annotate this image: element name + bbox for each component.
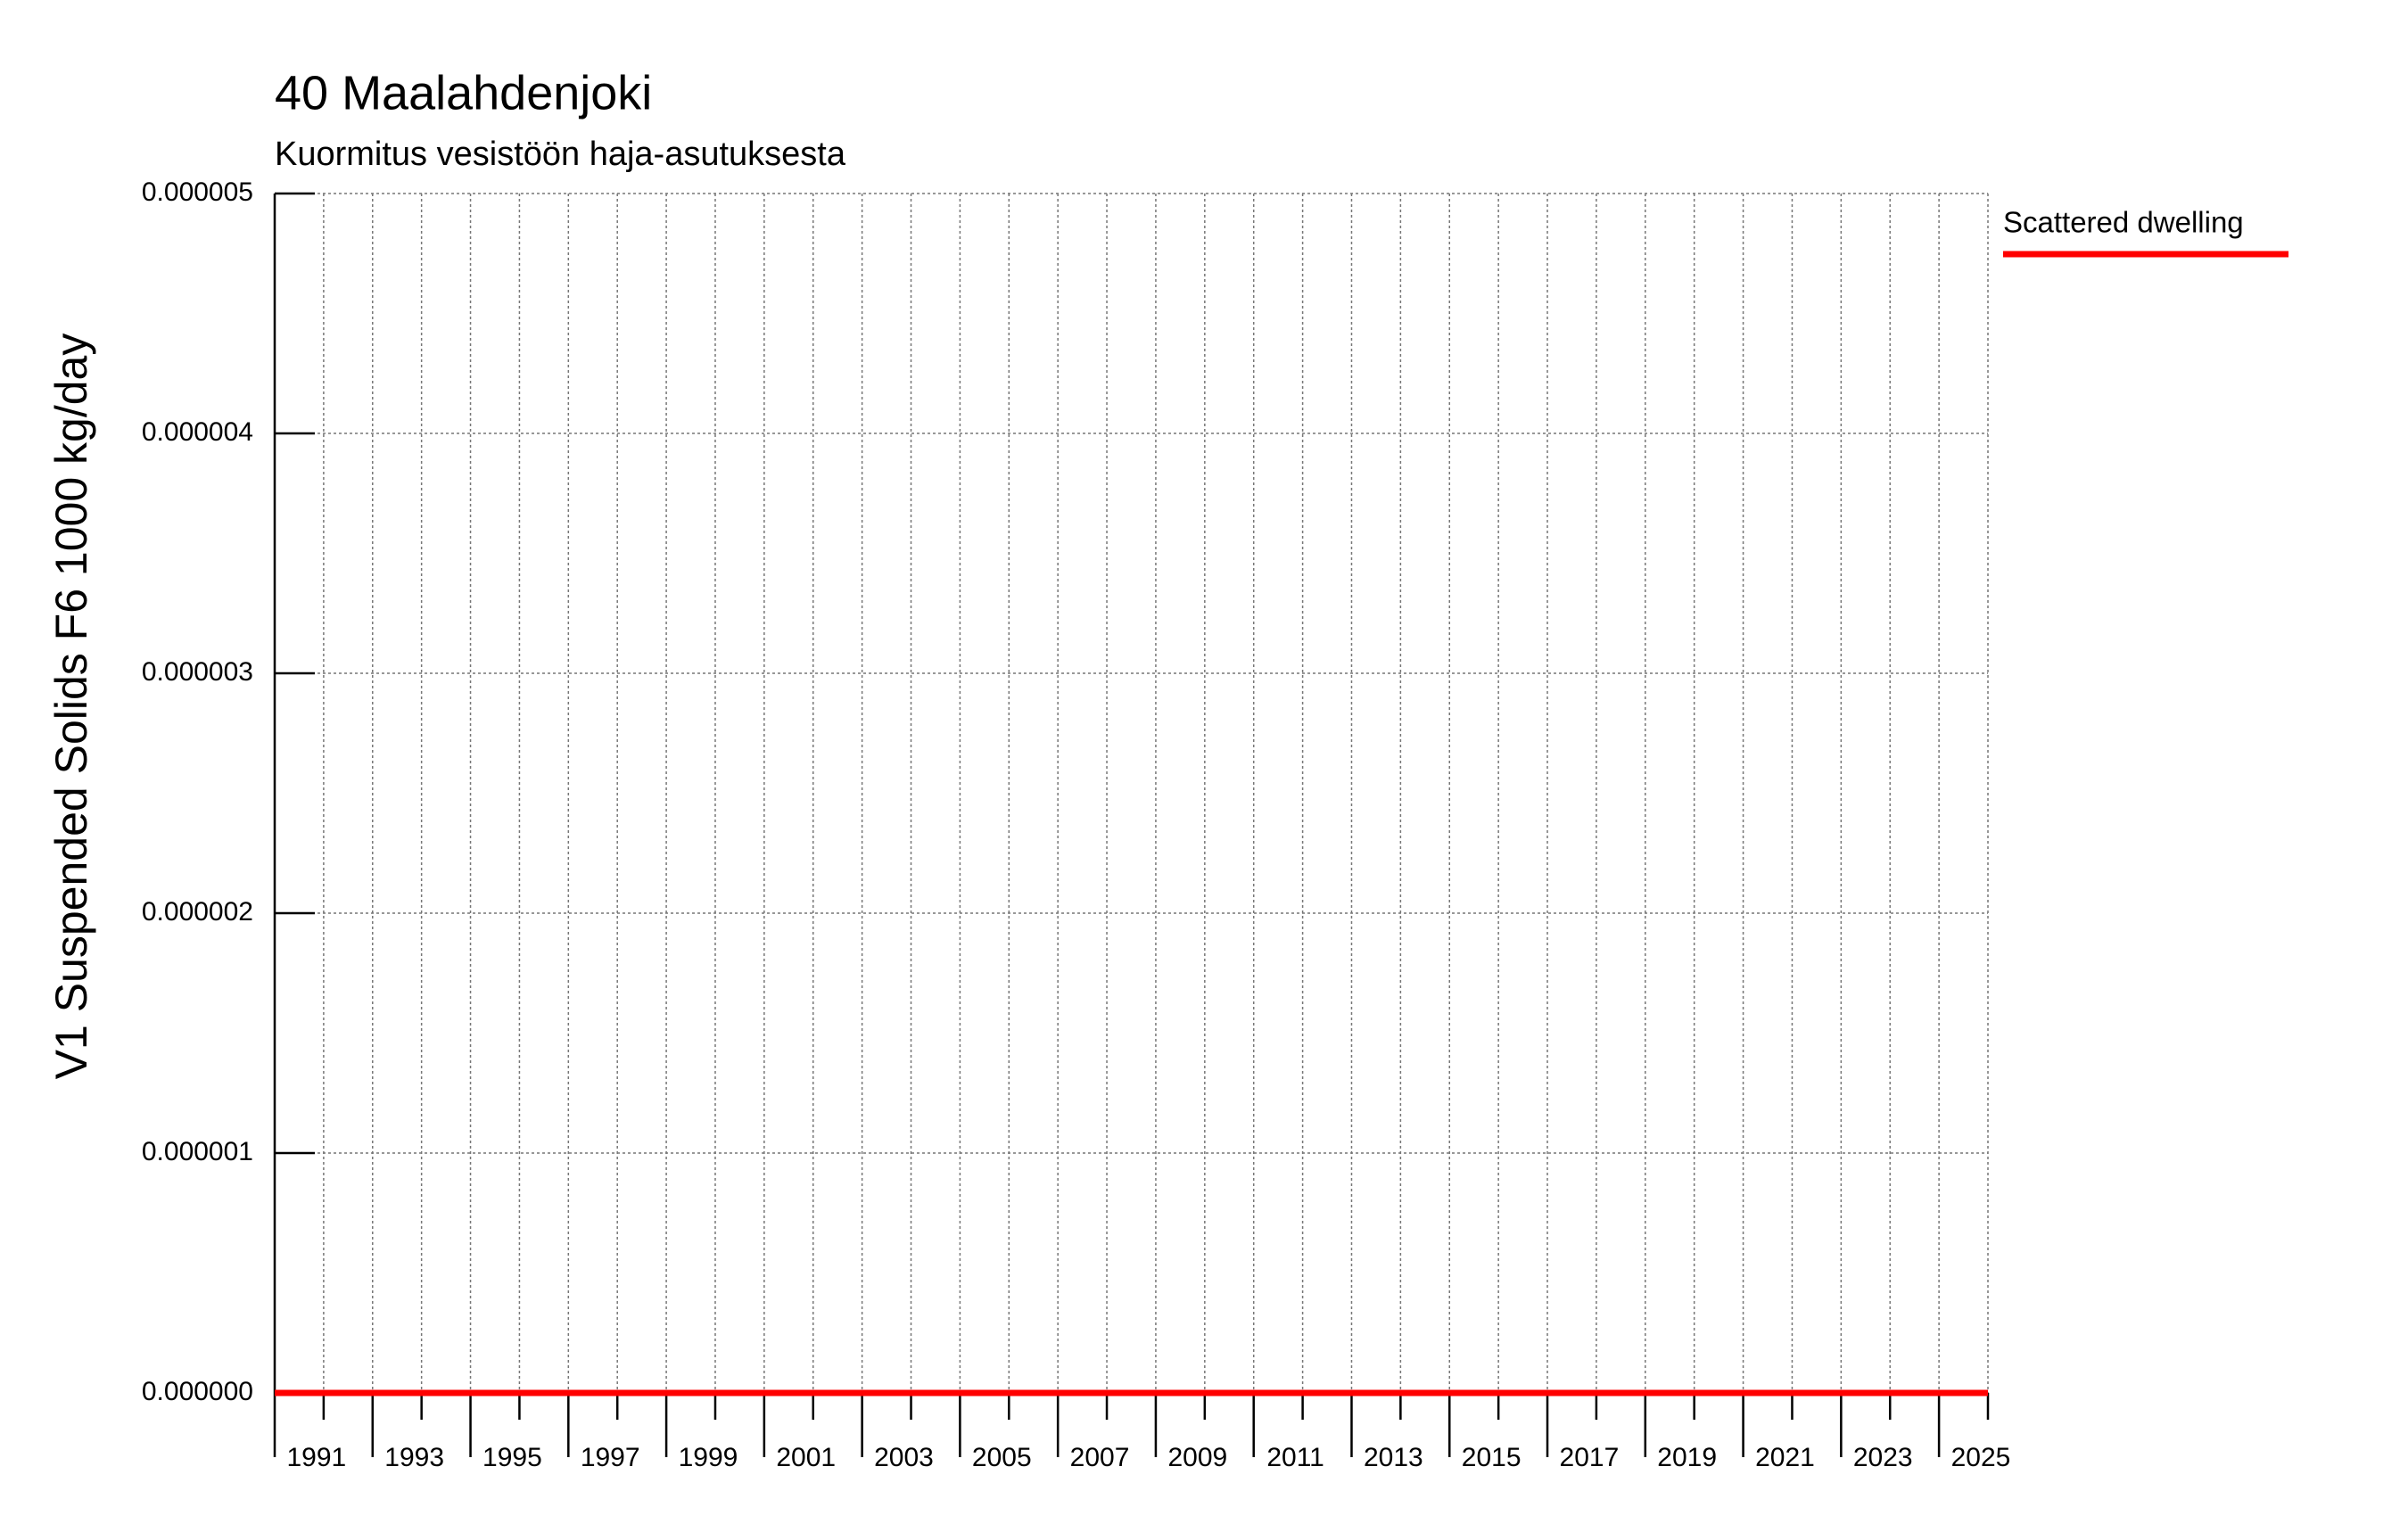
- x-tick-label: 2011: [1266, 1443, 1324, 1472]
- x-tick-label: 2009: [1167, 1443, 1227, 1472]
- legend-label: Scattered dwelling: [2003, 206, 2244, 239]
- x-tick-label: 2013: [1364, 1443, 1423, 1472]
- x-tick-label: 2001: [776, 1443, 836, 1472]
- x-tick-label: 2005: [972, 1443, 1032, 1472]
- x-tick-label: 2007: [1070, 1443, 1130, 1472]
- x-tick-label: 1995: [482, 1443, 542, 1472]
- y-tick-label: 0.000005: [142, 177, 253, 207]
- y-tick-label: 0.000003: [142, 657, 253, 687]
- y-tick-label: 0.000000: [142, 1377, 253, 1406]
- y-axis-label: V1 Suspended Solids F6 1000 kg/day: [46, 334, 96, 1080]
- x-tick-label: 1999: [679, 1443, 738, 1472]
- y-tick-label: 0.000001: [142, 1137, 253, 1166]
- x-tick-label: 2017: [1560, 1443, 1620, 1472]
- x-tick-label: 2019: [1657, 1443, 1717, 1472]
- x-tick-label: 2003: [874, 1443, 934, 1472]
- x-tick-label: 2015: [1462, 1443, 1521, 1472]
- chart-title: 40 Maalahdenjoki: [275, 66, 652, 119]
- x-tick-label: 1993: [384, 1443, 444, 1472]
- x-tick-label: 2021: [1755, 1443, 1815, 1472]
- y-tick-label: 0.000004: [142, 417, 253, 447]
- x-tick-label: 2025: [1951, 1443, 2011, 1472]
- x-tick-label: 2023: [1853, 1443, 1913, 1472]
- x-tick-label: 1997: [581, 1443, 640, 1472]
- x-tick-label: 1991: [287, 1443, 347, 1472]
- chart-subtitle: Kuormitus vesistöön haja-asutuksesta: [275, 136, 846, 173]
- y-tick-label: 0.000002: [142, 897, 253, 927]
